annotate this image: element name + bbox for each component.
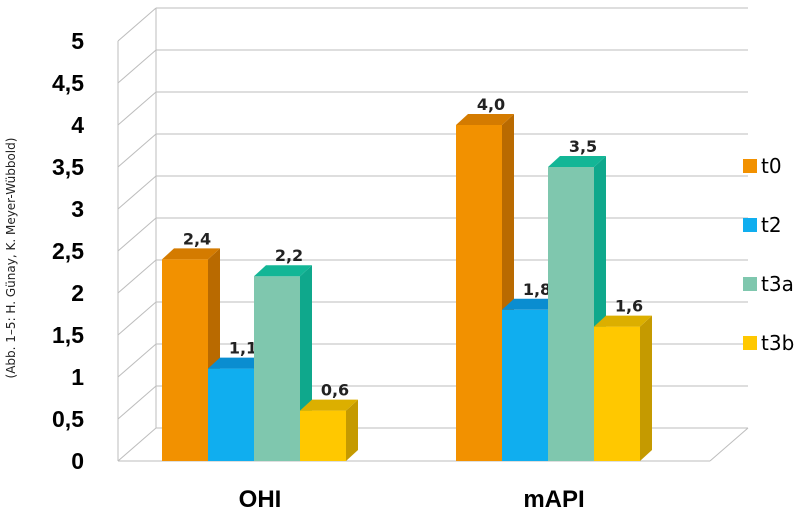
y-tick-label: 3: [71, 196, 84, 222]
legend-swatch: [743, 159, 757, 173]
gridline-side: [117, 259, 157, 294]
data-label: 1,6: [615, 297, 643, 316]
gridline-side: [117, 91, 157, 126]
chart-bars: 2,4 1,1 2,2 0,6 4,0 1,8 3,5 1,6: [162, 95, 652, 461]
data-label: 1,1: [229, 339, 257, 358]
legend-label: t2: [761, 213, 782, 237]
bar-t3a-OHI: 2,2: [254, 246, 312, 461]
y-tick-label: 1: [71, 364, 84, 390]
bar-front: [208, 368, 254, 461]
bar-front: [456, 125, 502, 461]
bar-top: [594, 315, 652, 327]
bar-front: [594, 326, 640, 461]
legend-item-t2: t2: [743, 213, 782, 237]
bar-front: [162, 259, 208, 461]
y-tick-label: 2: [71, 280, 84, 306]
y-tick-label: 0,5: [52, 406, 84, 432]
legend-label: t3b: [761, 331, 794, 355]
gridline-side: [117, 301, 157, 336]
chart-legend: t0 t2 t3a t3b: [743, 154, 794, 355]
legend-label: t3a: [761, 272, 794, 296]
bar-front: [548, 167, 594, 461]
bar-t3b-OHI: 0,6: [300, 381, 358, 461]
y-tick-label: 0: [71, 448, 84, 474]
bar-side: [640, 315, 652, 461]
legend-item-t3a: t3a: [743, 272, 794, 296]
x-axis-category-labels: OHI mAPI: [239, 486, 585, 513]
y-tick-label: 4,5: [52, 70, 84, 96]
bar-top: [162, 248, 220, 260]
y-tick-label: 4: [71, 112, 84, 138]
data-label: 3,5: [569, 137, 597, 156]
data-label: 2,4: [183, 229, 211, 248]
bar-top: [254, 265, 312, 277]
bar-front: [300, 410, 346, 461]
y-tick-label: 3,5: [52, 154, 84, 180]
gridline-side: [117, 49, 157, 84]
legend-label: t0: [761, 154, 782, 178]
floor-right-edge: [709, 427, 749, 462]
y-tick-label: 1,5: [52, 322, 84, 348]
x-category-label: OHI: [239, 486, 282, 513]
legend-item-t3b: t3b: [743, 331, 794, 355]
bar-front: [254, 276, 300, 461]
bar-side: [346, 399, 358, 461]
legend-item-t0: t0: [743, 154, 782, 178]
bar-top: [456, 114, 514, 125]
gridline-side: [117, 385, 157, 420]
bar-top: [502, 298, 560, 310]
bar-front: [502, 309, 548, 461]
gridline-side: [117, 133, 157, 168]
bar-top: [548, 156, 606, 167]
bar-top: [208, 357, 266, 369]
data-label: 2,2: [275, 246, 303, 265]
bar-t0-mAPI: 4,0: [456, 95, 514, 461]
data-label: 1,8: [523, 280, 551, 299]
chart-grid: [117, 7, 749, 462]
legend-swatch: [743, 336, 757, 350]
y-tick-label: 2,5: [52, 238, 84, 264]
gridline-side: [117, 7, 157, 42]
x-category-label: mAPI: [523, 486, 584, 513]
image-credit-text: (Abb. 1–5: H. Günay, K. Meyer-Wübbold): [4, 137, 18, 379]
gridline-side: [117, 343, 157, 378]
bar-top: [300, 399, 358, 411]
legend-swatch: [743, 218, 757, 232]
gridline-side: [117, 175, 157, 210]
legend-swatch: [743, 277, 757, 291]
gridline-side: [117, 427, 157, 462]
data-label: 4,0: [477, 95, 505, 114]
data-label: 0,6: [321, 381, 349, 400]
y-axis-tick-labels: 0 0,5 1 1,5 2 2,5 3 3,5 4 4,5 5: [52, 28, 84, 474]
gridline-side: [117, 217, 157, 252]
y-tick-label: 5: [71, 28, 84, 54]
bar-t3b-mAPI: 1,6: [594, 297, 652, 461]
